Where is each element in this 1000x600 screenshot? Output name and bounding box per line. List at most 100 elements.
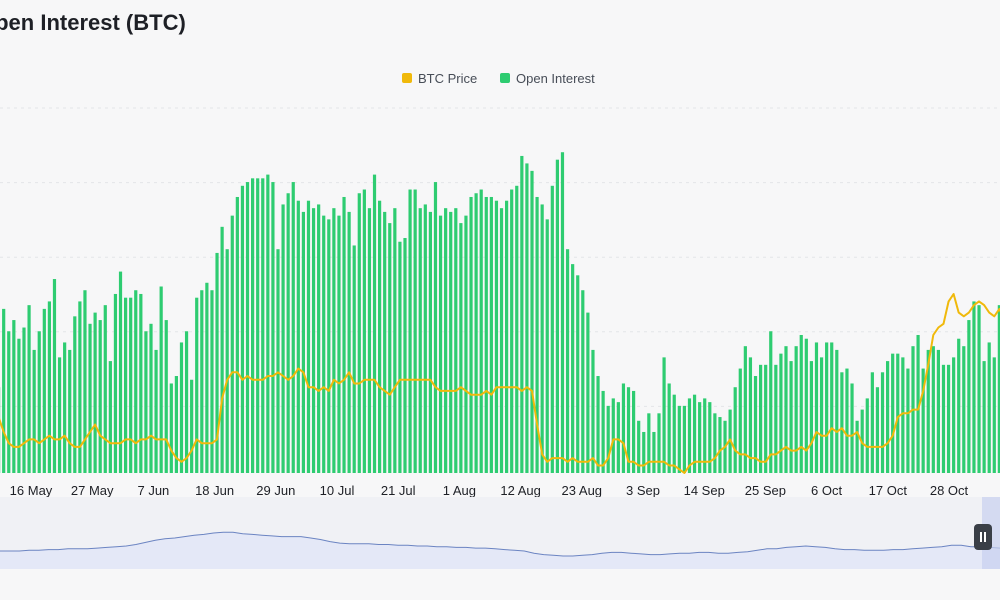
open-interest-bar[interactable] — [428, 211, 432, 473]
open-interest-bar[interactable] — [306, 200, 311, 473]
open-interest-bar[interactable] — [972, 301, 976, 473]
open-interest-bar[interactable] — [901, 357, 905, 473]
open-interest-bar[interactable] — [393, 208, 397, 474]
open-interest-bar[interactable] — [388, 223, 392, 473]
open-interest-bar[interactable] — [489, 196, 493, 474]
open-interest-bar[interactable] — [327, 219, 331, 473]
open-interest-bar[interactable] — [667, 383, 671, 473]
open-interest-bar[interactable] — [555, 159, 559, 473]
open-interest-bar[interactable] — [794, 346, 798, 473]
open-interest-bar[interactable] — [840, 372, 844, 473]
open-interest-bar[interactable] — [977, 305, 981, 473]
open-interest-bar[interactable] — [560, 152, 565, 473]
open-interest-bar[interactable] — [179, 342, 184, 473]
open-interest-bar[interactable] — [626, 387, 631, 473]
open-interest-bar[interactable] — [444, 208, 448, 474]
open-interest-bar[interactable] — [886, 361, 890, 473]
open-interest-bar[interactable] — [134, 290, 138, 473]
open-interest-bar[interactable] — [449, 211, 453, 473]
open-interest-bar[interactable] — [230, 215, 234, 473]
open-interest-bar[interactable] — [271, 182, 275, 473]
open-interest-bar[interactable] — [464, 215, 468, 473]
open-interest-bar[interactable] — [997, 305, 1000, 473]
open-interest-bar[interactable] — [383, 211, 387, 473]
open-interest-bar[interactable] — [926, 349, 930, 473]
open-interest-bar[interactable] — [174, 376, 178, 473]
open-interest-bar[interactable] — [433, 182, 438, 473]
open-interest-bar[interactable] — [952, 357, 956, 473]
open-interest-bar[interactable] — [616, 402, 620, 473]
open-interest-bar[interactable] — [647, 413, 651, 473]
open-interest-bar[interactable] — [27, 305, 31, 473]
open-interest-bar[interactable] — [220, 226, 224, 473]
open-interest-bar[interactable] — [637, 420, 641, 473]
open-interest-bar[interactable] — [642, 431, 646, 473]
open-interest-bar[interactable] — [378, 200, 382, 473]
open-interest-bar[interactable] — [875, 387, 880, 473]
open-interest-bar[interactable] — [342, 196, 346, 474]
navigator-handle[interactable] — [974, 524, 992, 550]
open-interest-bar[interactable] — [124, 297, 128, 473]
open-interest-bar[interactable] — [149, 323, 153, 473]
open-interest-bar[interactable] — [205, 282, 209, 473]
open-interest-bar[interactable] — [352, 245, 356, 473]
open-interest-bar[interactable] — [317, 204, 321, 473]
open-interest-bar[interactable] — [139, 293, 143, 473]
open-interest-bar[interactable] — [266, 174, 270, 473]
open-interest-bar[interactable] — [403, 238, 407, 473]
open-interest-bar[interactable] — [311, 208, 316, 474]
open-interest-bar[interactable] — [540, 204, 544, 473]
open-interest-bar[interactable] — [78, 301, 82, 473]
open-interest-bar[interactable] — [814, 342, 819, 473]
open-interest-bar[interactable] — [515, 185, 519, 474]
open-interest-bar[interactable] — [677, 405, 681, 473]
open-interest-bar[interactable] — [98, 320, 102, 473]
open-interest-bar[interactable] — [571, 264, 575, 473]
open-interest-bar[interactable] — [251, 178, 255, 473]
open-interest-bar[interactable] — [779, 353, 783, 473]
open-interest-bar[interactable] — [73, 316, 77, 473]
open-interest-bar[interactable] — [93, 312, 97, 473]
open-interest-bar[interactable] — [789, 361, 793, 473]
open-interest-bar[interactable] — [63, 342, 67, 473]
open-interest-bar[interactable] — [32, 349, 36, 473]
open-interest-bar[interactable] — [484, 196, 488, 474]
open-interest-bar[interactable] — [799, 334, 803, 473]
open-interest-bar[interactable] — [68, 349, 72, 473]
open-interest-bar[interactable] — [144, 331, 148, 473]
open-interest-bar[interactable] — [565, 249, 570, 473]
open-interest-bar[interactable] — [855, 420, 859, 473]
open-interest-bar[interactable] — [200, 290, 204, 473]
open-interest-bar[interactable] — [992, 357, 996, 473]
open-interest-bar[interactable] — [322, 215, 326, 473]
legend-item-btc-price[interactable]: BTC Price — [402, 71, 477, 86]
open-interest-bar[interactable] — [809, 361, 813, 473]
open-interest-bar[interactable] — [423, 204, 427, 473]
open-interest-bar[interactable] — [738, 368, 742, 473]
open-interest-bar[interactable] — [657, 413, 661, 473]
open-interest-bar[interactable] — [225, 249, 229, 473]
open-interest-bar[interactable] — [525, 163, 529, 473]
open-interest-bar[interactable] — [708, 402, 712, 473]
open-interest-bar[interactable] — [819, 357, 824, 473]
open-interest-bar[interactable] — [210, 290, 214, 473]
open-interest-bar[interactable] — [535, 196, 539, 474]
open-interest-bar[interactable] — [494, 200, 499, 473]
open-interest-bar[interactable] — [108, 361, 112, 473]
open-interest-bar[interactable] — [7, 331, 11, 473]
open-interest-bar[interactable] — [774, 364, 778, 473]
open-interest-bar[interactable] — [611, 398, 615, 473]
open-interest-bar[interactable] — [967, 320, 971, 473]
open-interest-bar[interactable] — [454, 208, 458, 474]
open-interest-bar[interactable] — [291, 182, 295, 473]
open-interest-bar[interactable] — [865, 398, 869, 473]
open-interest-bar[interactable] — [332, 208, 336, 474]
open-interest-bar[interactable] — [931, 346, 935, 473]
open-interest-bar[interactable] — [687, 398, 692, 473]
open-interest-bar[interactable] — [987, 342, 991, 473]
open-interest-bar[interactable] — [372, 174, 377, 473]
open-interest-bar[interactable] — [550, 185, 554, 474]
open-interest-bar[interactable] — [703, 398, 707, 473]
open-interest-bar[interactable] — [606, 405, 610, 473]
open-interest-bar[interactable] — [748, 357, 753, 473]
